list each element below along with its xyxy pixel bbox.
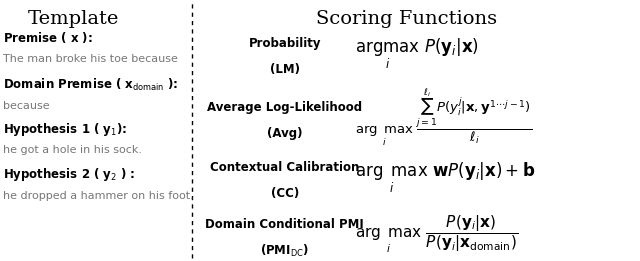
- Text: he got a hole in his sock.: he got a hole in his sock.: [3, 145, 142, 155]
- Text: (PMI$_{\mathsf{DC}}$): (PMI$_{\mathsf{DC}}$): [260, 242, 309, 259]
- Text: Hypothesis 1 ( $\mathbf{y}_1$):: Hypothesis 1 ( $\mathbf{y}_1$):: [3, 121, 127, 138]
- Text: $\underset{i}{\arg\ \max}\ \mathbf{w}P(\mathbf{y}_i|\mathbf{x})+\mathbf{b}$: $\underset{i}{\arg\ \max}\ \mathbf{w}P(\…: [355, 160, 536, 195]
- Text: Hypothesis 2 ( $\mathbf{y}_2$ ) :: Hypothesis 2 ( $\mathbf{y}_2$ ) :: [3, 166, 136, 183]
- Text: $\underset{i}{\arg\ \max}\ \dfrac{\sum_{j=1}^{\ell_i} P(y_i^j|\mathbf{x},\mathbf: $\underset{i}{\arg\ \max}\ \dfrac{\sum_{…: [355, 87, 532, 148]
- Text: he dropped a hammer on his foot.: he dropped a hammer on his foot.: [3, 191, 194, 201]
- Text: (CC): (CC): [271, 187, 299, 200]
- Text: The man broke his toe because: The man broke his toe because: [3, 54, 178, 64]
- Text: Contextual Calibration: Contextual Calibration: [210, 161, 360, 174]
- Text: Premise ( $\mathbf{x}$ ):: Premise ( $\mathbf{x}$ ):: [3, 30, 93, 45]
- Text: $\underset{i}{\mathrm{argmax}}\ P(\mathbf{y}_i|\mathbf{x})$: $\underset{i}{\mathrm{argmax}}\ P(\mathb…: [355, 36, 479, 71]
- Text: $\underset{i}{\arg\ \max}\ \dfrac{P(\mathbf{y}_i|\mathbf{x})}{P(\mathbf{y}_i|\ma: $\underset{i}{\arg\ \max}\ \dfrac{P(\mat…: [355, 214, 518, 256]
- Text: (Avg): (Avg): [267, 127, 303, 140]
- Text: Probability: Probability: [248, 37, 321, 50]
- Text: Domain Conditional PMI: Domain Conditional PMI: [205, 218, 364, 231]
- Text: Scoring Functions: Scoring Functions: [316, 10, 497, 28]
- Text: because: because: [3, 101, 50, 111]
- Text: Average Log-Likelihood: Average Log-Likelihood: [207, 100, 362, 114]
- Text: (LM): (LM): [270, 63, 300, 76]
- Text: Domain Premise ( $\mathbf{x}_{\mathsf{domain}}$ ):: Domain Premise ( $\mathbf{x}_{\mathsf{do…: [3, 77, 179, 93]
- Text: Template: Template: [28, 10, 119, 28]
